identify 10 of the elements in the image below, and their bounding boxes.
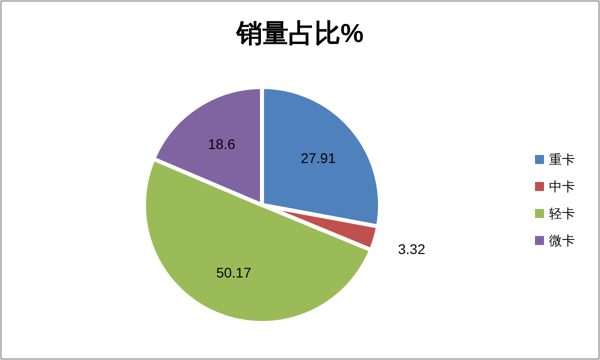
chart-title: 销量占比% bbox=[235, 18, 364, 48]
legend-label: 微卡 bbox=[549, 233, 575, 248]
legend-label: 轻卡 bbox=[549, 206, 575, 221]
data-label: 18.6 bbox=[208, 136, 236, 152]
legend-label: 重卡 bbox=[549, 152, 575, 167]
data-label: 3.32 bbox=[398, 241, 426, 258]
data-label: 27.91 bbox=[300, 150, 336, 166]
data-label: 50.17 bbox=[216, 264, 252, 280]
pie: 27.91 3.32 50.17 18.6 bbox=[142, 85, 426, 325]
legend-label: 中卡 bbox=[549, 179, 575, 194]
